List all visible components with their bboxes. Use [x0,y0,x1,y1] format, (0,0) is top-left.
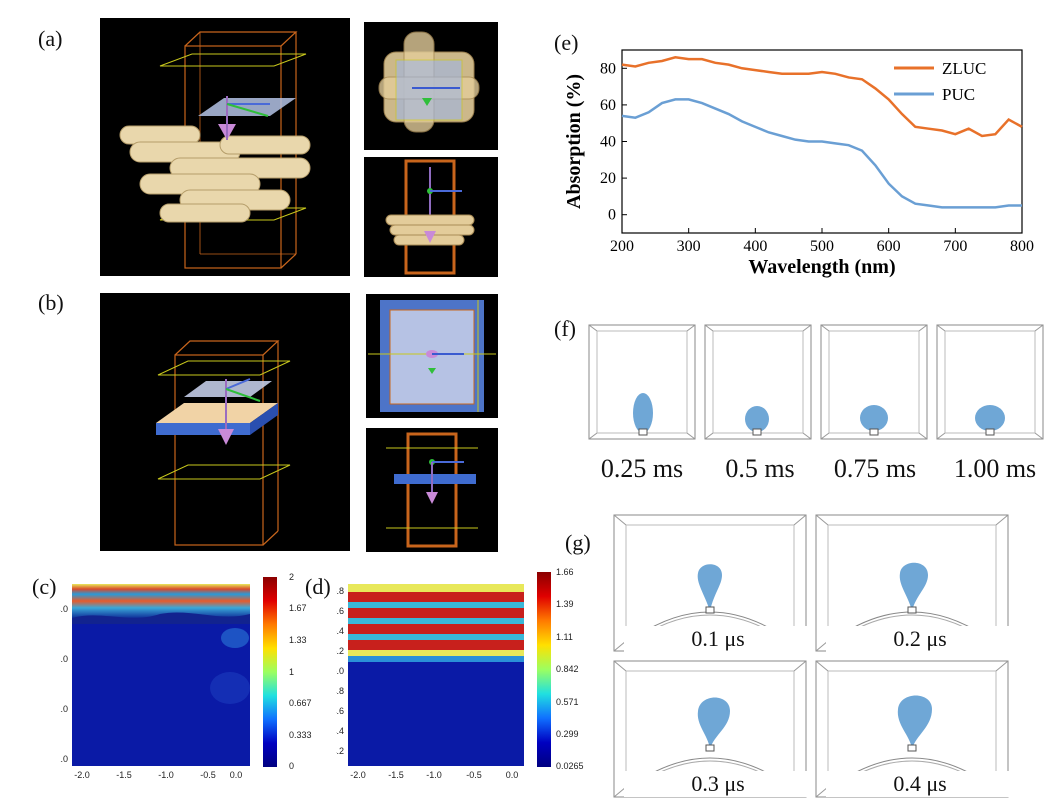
simulation-view-b-side [366,428,498,552]
x-tick-label: 500 [810,238,834,255]
y-tick: 3.0 [60,654,68,664]
y-axis-label: Absorption (%) [563,74,585,209]
frame-f-caption: 0.5 ms [725,454,795,483]
y-tick: 4.8 [336,686,344,696]
colorbar-d-tick: 1.66 [556,567,574,577]
x-tick: -1.5 [388,770,404,780]
y-tick: 5.8 [336,586,344,596]
y-tick: 2.0 [60,704,68,714]
frame-f-caption: 0.25 ms [600,454,684,483]
stripe-pattern-d [348,584,524,662]
frame-f-caption: 1.00 ms [953,454,1037,483]
legend-label-puc: PUC [942,85,975,104]
frame-f-3 [820,324,928,440]
frame-f-caption: 0.75 ms [833,454,917,483]
x-tick-label: 600 [877,238,901,255]
series-line-zluc [621,56,1023,138]
frame-f-4 [936,324,1044,440]
colorbar-c-tick: 0 [289,761,295,771]
panel-label-b: (b) [38,290,64,315]
x-tick: -2.0 [350,770,366,780]
frame-f-1 [588,324,696,440]
colorbar-d-tick: 1.39 [556,599,574,609]
y-tick-label: 20 [600,170,616,187]
y-tick: 4.2 [336,746,344,756]
x-tick: 0.0 [506,770,519,780]
simulation-view-a-main [100,18,350,276]
x-tick-label: 700 [943,238,967,255]
absorption-chart-svg: 200 300 400 500 600 700 800 0 20 40 60 80 Wavelength… [563,49,1034,278]
y-tick: 4.4 [336,726,344,736]
panel-label-f: (f) [554,316,576,341]
series-line-puc [621,98,1022,209]
x-tick: -2.0 [74,770,90,780]
y-tick: 1.0 [60,754,68,764]
frame-g-caption: 0.1 μs [624,626,812,652]
map-c-yticks: 4.0 3.0 2.0 1.0 [55,604,68,764]
droplet-frames-f [585,323,1045,453]
colorbar-c-tick: 1.67 [289,603,307,613]
field-map-c: 4.0 3.0 2.0 1.0 -2.0 -1.5 -1.0 -0.5 0.0 [55,578,300,798]
structure-render-b [156,340,291,546]
panel-label-e: (e) [554,30,579,55]
y-tick-label: 0 [608,207,616,224]
structure-render-a [119,31,311,269]
map-c-xticks: -2.0 -1.5 -1.0 -0.5 0.0 [74,770,242,780]
x-tick: 0.0 [230,770,243,780]
colorbar-d-tick: 0.571 [556,697,579,707]
colorbar-c-tick: 0.333 [289,730,312,740]
frame-g-caption: 0.3 μs [624,771,812,797]
x-tick-label: 300 [677,238,701,255]
simulation-view-a-top [364,22,498,150]
y-tick: 5.0 [336,666,344,676]
colorbar-c-tick: 0.667 [289,698,312,708]
panel-label-c: (c) [32,574,57,599]
frame-g-caption: 0.2 μs [826,626,1014,652]
map-d-yticks: 5.8 5.6 5.4 5.2 5.0 4.8 4.6 4.4 4.2 [331,586,344,756]
x-tick-label: 200 [610,238,634,255]
colorbar-c-tick: 1.33 [289,635,307,645]
panel-label-g: (g) [565,530,591,555]
y-tick: 4.6 [336,706,344,716]
colorbar-c-tick: 1 [289,667,295,677]
y-tick-label: 60 [600,97,616,114]
x-axis-label: Wavelength (nm) [748,256,895,278]
x-tick: -0.5 [200,770,216,780]
panel-label-a: (a) [38,26,63,51]
x-tick: -0.5 [466,770,482,780]
map-d-xticks: -2.0 -1.5 -1.0 -0.5 0.0 [350,770,518,780]
colorbar-c [263,577,277,767]
x-tick: -1.0 [426,770,442,780]
panel-label-d: (d) [305,574,331,599]
x-tick-label: 400 [743,238,767,255]
frame-g-caption: 0.4 μs [826,771,1014,797]
colorbar-c-tick: 2 [289,572,295,582]
x-tick-label: 800 [1010,238,1034,255]
colorbar-d-tick: 0.842 [556,664,579,674]
y-tick: 5.6 [336,606,344,616]
x-tick: -1.5 [116,770,132,780]
colorbar-d [537,572,551,767]
y-tick: 5.4 [336,626,344,636]
colorbar-d-tick: 0.299 [556,729,579,739]
simulation-view-a-side [364,157,498,277]
simulation-view-b-top [366,294,498,418]
frame-f-2 [704,324,812,440]
field-map-d: 5.8 5.6 5.4 5.2 5.0 4.8 4.6 4.4 4.2 -2.0… [331,578,546,798]
colorbar-d-tick: 0.0265 [556,761,584,771]
y-tick: 4.0 [60,604,68,614]
legend-label-zluc: ZLUC [942,59,986,78]
colorbar-d-tick: 1.11 [556,632,573,642]
x-tick: -1.0 [158,770,174,780]
absorption-chart: 200 300 400 500 600 700 800 0 20 40 60 80 Wavelength… [560,40,1040,300]
y-tick-label: 80 [600,60,616,77]
droplet-frames-g [610,513,1050,803]
simulation-view-b-main [100,293,350,551]
y-tick: 5.2 [336,646,344,656]
y-tick-label: 40 [600,134,616,151]
